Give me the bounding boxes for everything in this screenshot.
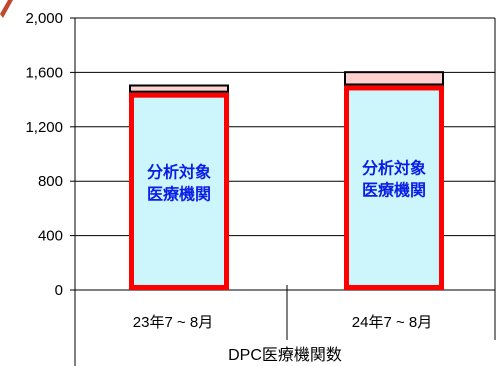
bar-text-label: 分析対象 bbox=[147, 163, 211, 182]
y-tick-label: 2,000 bbox=[25, 10, 63, 27]
x-category-label: 23年7 ~ 8月 bbox=[133, 314, 213, 331]
y-tick-label: 1,200 bbox=[25, 119, 63, 136]
bar-main bbox=[344, 85, 444, 291]
x-axis-title: DPC医療機関数 bbox=[228, 346, 342, 364]
y-tick-label: 800 bbox=[38, 173, 63, 190]
bar-main bbox=[129, 92, 229, 290]
bar-top-segment bbox=[344, 71, 444, 86]
bar-text-label: 医療機関 bbox=[147, 185, 211, 204]
category-labels: 23年7 ~ 8月 24年7 ~ 8月 bbox=[133, 314, 432, 331]
bar-top-segment bbox=[129, 84, 229, 93]
x-category-label: 24年7 ~ 8月 bbox=[352, 314, 432, 331]
bar-text-label: 分析対象 bbox=[362, 158, 426, 177]
corner-decoration bbox=[0, 0, 13, 18]
y-tick-label: 1,600 bbox=[25, 64, 63, 81]
bars bbox=[129, 71, 444, 291]
y-axis-ticks: 0 400 800 1,200 1,600 2,000 bbox=[25, 10, 75, 299]
y-tick-label: 0 bbox=[55, 282, 63, 299]
bar-text-label: 医療機関 bbox=[362, 180, 426, 199]
y-tick-label: 400 bbox=[38, 228, 63, 245]
